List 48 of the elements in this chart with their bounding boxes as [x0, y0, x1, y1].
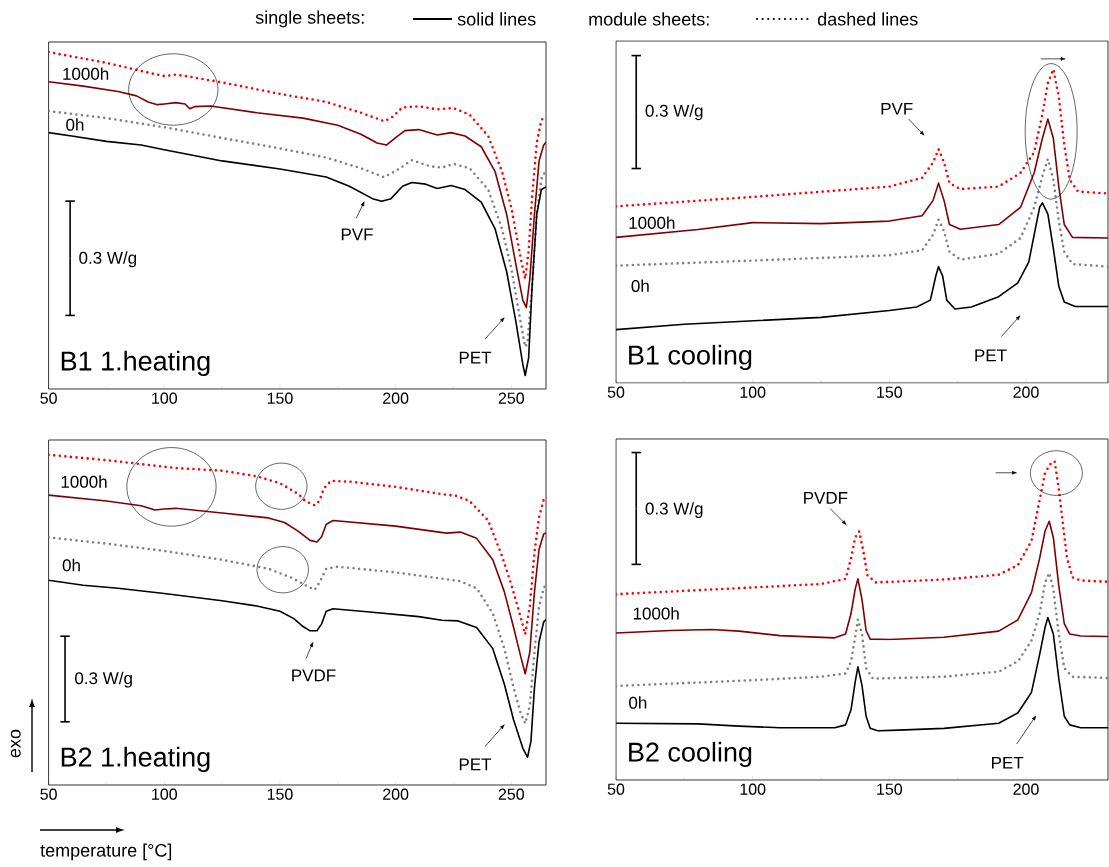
annotation: 1000h	[629, 216, 675, 229]
annotation: 0h	[62, 558, 80, 572]
text: B1 cooling	[629, 344, 752, 371]
x-tick-label: 200	[383, 392, 409, 404]
annotation: 1000h	[633, 607, 679, 620]
x-tick-label: 100	[740, 783, 766, 795]
x-tick-label: 100	[152, 392, 177, 404]
text: module sheets:	[589, 12, 709, 26]
x-tick-label: 150	[877, 783, 903, 795]
annotation: 0.3 W/g	[645, 502, 703, 518]
x-tick-label: 50	[40, 392, 57, 404]
text: solid lines	[457, 12, 536, 26]
annotation: PET	[975, 349, 1007, 362]
annotation: 0.3 W/g	[79, 251, 137, 268]
x-tick-label: 50	[607, 783, 625, 795]
x-tick-label: 150	[267, 788, 293, 800]
text: B2 cooling	[629, 741, 752, 768]
x-axis-title: temperature [°C]	[40, 843, 172, 861]
annotation: 0h	[66, 118, 84, 131]
annotation: PVDF	[292, 669, 336, 682]
annotation: PVF	[341, 228, 373, 241]
x-tick-label: 150	[267, 392, 293, 404]
text: B1 1.heating	[61, 350, 210, 376]
x-tick-label: 200	[1013, 783, 1039, 795]
annotation: 0h	[629, 696, 647, 709]
x-tick-label: 250	[498, 788, 525, 800]
x-tick-label: 250	[498, 392, 525, 404]
x-tick-label: 200	[1013, 386, 1039, 398]
text: single sheets:	[255, 10, 364, 28]
annotation: 0.3 W/g	[645, 104, 703, 121]
annotation: 0h	[631, 279, 649, 292]
annotation: PET	[459, 351, 492, 364]
text: dashed lines	[817, 12, 918, 26]
annotation: 1000h	[63, 67, 109, 80]
x-tick-label: 50	[607, 386, 625, 398]
x-tick-label: 50	[40, 788, 57, 800]
x-tick-label: 100	[152, 788, 177, 800]
annotation: PVF	[881, 102, 913, 115]
x-tick-label: 150	[877, 386, 903, 398]
x-tick-label: 100	[740, 386, 766, 398]
y-axis-title: exo	[10, 729, 21, 758]
annotation: PET	[459, 758, 492, 771]
annotation: PET	[992, 756, 1024, 769]
text: B2 1.heating	[61, 746, 210, 772]
annotation: 0.3 W/g	[75, 671, 132, 688]
annotation: PVDF	[804, 492, 848, 504]
x-tick-label: 200	[383, 788, 409, 800]
annotation: 1000h	[61, 475, 107, 488]
